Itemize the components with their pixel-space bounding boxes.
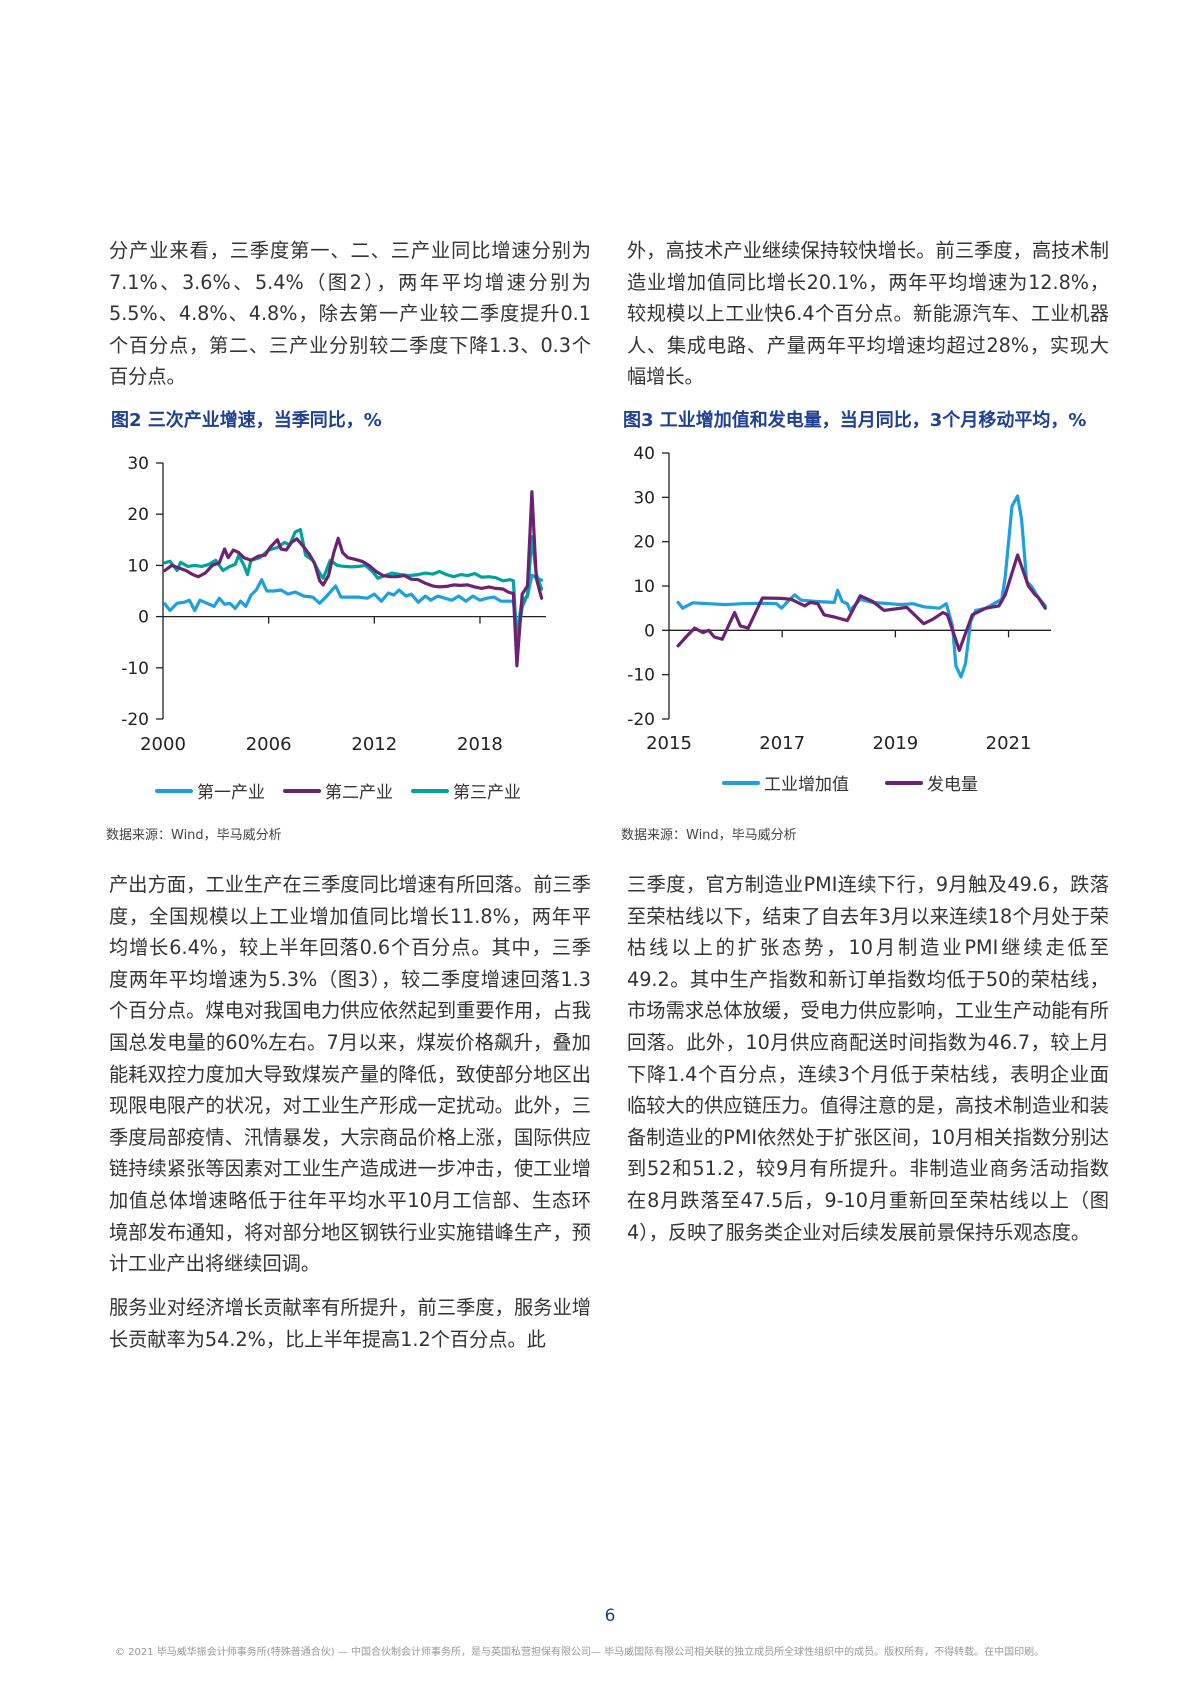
y-tick-label: 30: [633, 488, 655, 508]
x-tick-label: 2018: [457, 734, 503, 755]
y-tick-label: -20: [627, 710, 655, 730]
figure3-legend: 工业增加值 发电量: [722, 770, 996, 795]
legend-item-secondary: 第二产业: [283, 778, 393, 803]
page-number: 6: [604, 1606, 616, 1626]
series-line-3: [163, 528, 544, 645]
x-tick-label: 2015: [646, 733, 692, 754]
y-tick-label: 40: [633, 444, 655, 464]
legend-swatch: [283, 788, 321, 793]
legend-item-iva: 工业增加值: [722, 770, 849, 795]
left-paragraph-2: 产出方面，工业生产在三季度同比增速有所回落。前三季度，全国规模以上工业增加值同比…: [109, 873, 591, 1276]
y-tick-label: 10: [127, 556, 149, 576]
y-tick-label: 20: [633, 533, 655, 553]
y-tick-label: 10: [633, 577, 655, 597]
series-line-1: [163, 573, 544, 635]
y-tick-label: -10: [627, 666, 655, 686]
legend-swatch: [722, 780, 760, 785]
y-tick-label: 20: [127, 505, 149, 525]
right-top-paragraph: 外，高技术产业继续保持较快增长。前三季度，高技术制造业增加值同比增长20.1%，…: [627, 239, 1109, 389]
y-tick-label: 0: [644, 621, 655, 641]
y-tick-label: 0: [138, 608, 149, 628]
y-tick-label: -20: [121, 710, 149, 730]
figure3-chart: 40 30 20 10 0 -10 -20 2015 2017 2019 2021: [627, 444, 1051, 754]
figure2-title: 图2 三次产业增速，当季同比，%: [111, 410, 382, 431]
legend-swatch: [411, 788, 449, 793]
x-tick-label: 2006: [246, 734, 292, 755]
series-line-2: [676, 553, 1047, 652]
figure3-title: 图3 工业增加值和发电量，当月同比，3个月移动平均，%: [623, 410, 1087, 431]
x-tick-label: 2012: [351, 734, 397, 755]
legend-swatch: [885, 780, 923, 785]
x-tick-label: 2000: [140, 734, 186, 755]
left-top-paragraph: 分产业来看，三季度第一、二、三产业同比增速分别为7.1%、3.6%、5.4%（图…: [109, 239, 591, 389]
figure3-source: 数据来源：Wind，毕马威分析: [621, 828, 797, 843]
y-tick-label: 30: [127, 454, 149, 474]
right-paragraph-2: 三季度，官方制造业PMI连续下行，9月触及49.6，跌落至荣枯线以下，结束了自去…: [627, 873, 1109, 1244]
footer-copyright: © 2021 毕马威华振会计师事务所(特殊普通合伙) — 中国合伙制会计师事务所…: [115, 1647, 1045, 1658]
legend-item-power: 发电量: [885, 770, 978, 795]
figure2-source: 数据来源：Wind，毕马威分析: [106, 828, 282, 843]
left-paragraph-3: 服务业对经济增长贡献率有所提升，前三季度，服务业增长贡献率为54.2%，比上半年…: [109, 1296, 591, 1351]
series-line-1: [676, 494, 1047, 679]
x-tick-label: 2017: [759, 733, 805, 754]
legend-item-tertiary: 第三产业: [411, 778, 521, 803]
series-line-2: [163, 490, 544, 668]
legend-item-primary: 第一产业: [155, 778, 265, 803]
x-tick-label: 2021: [986, 733, 1032, 754]
legend-swatch: [155, 788, 193, 793]
y-tick-label: -10: [121, 659, 149, 679]
figure2-chart: 30 20 10 0 -10 -20 2000 2006 2012 2018: [121, 454, 546, 755]
x-tick-label: 2019: [872, 733, 918, 754]
figure2-legend: 第一产业 第二产业 第三产业: [155, 778, 539, 803]
